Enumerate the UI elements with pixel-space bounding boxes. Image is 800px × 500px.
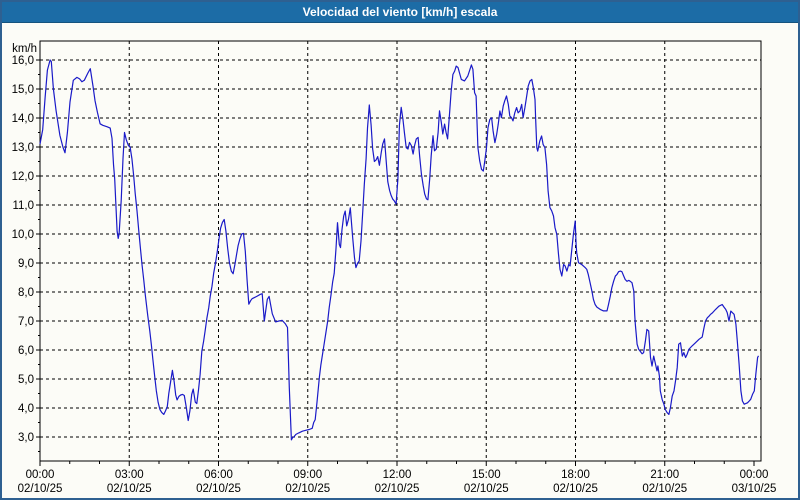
y-tick-label: 15,0 <box>12 84 34 96</box>
x-tick-date-label: 02/10/25 <box>375 483 420 495</box>
plot-border <box>39 40 762 462</box>
y-tick-label: 10,0 <box>12 229 34 241</box>
y-tick-label: 6,0 <box>18 345 34 357</box>
x-tick-date-label: 02/10/25 <box>642 483 687 495</box>
x-tick-time-label: 15:00 <box>472 469 501 481</box>
x-tick-date-label: 02/10/25 <box>285 483 330 495</box>
chart-title: Velocidad del viento [km/h] escala <box>302 5 498 19</box>
x-tick-time-label: 00:00 <box>26 469 55 481</box>
y-tick-label: 16,0 <box>12 55 34 67</box>
x-tick-time-label: 06:00 <box>204 469 233 481</box>
x-tick-time-label: 00:00 <box>740 469 769 481</box>
y-tick-label: 11,0 <box>12 200 34 212</box>
y-tick-label: 5,0 <box>18 374 34 386</box>
x-tick-time-label: 21:00 <box>650 469 679 481</box>
y-tick-label: 9,0 <box>18 258 34 270</box>
x-tick-time-label: 03:00 <box>115 469 144 481</box>
y-tick-label: 8,0 <box>18 287 34 299</box>
wind-speed-line <box>39 59 760 441</box>
x-tick-time-label: 12:00 <box>383 469 412 481</box>
y-tick-label: 14,0 <box>12 113 34 125</box>
title-bar: Velocidad del viento [km/h] escala <box>2 2 798 23</box>
x-tick-date-label: 02/10/25 <box>464 483 509 495</box>
y-tick-label: 4,0 <box>18 403 34 415</box>
x-tick-date-label: 02/10/25 <box>18 483 63 495</box>
x-tick-time-label: 18:00 <box>561 469 590 481</box>
x-tick-date-label: 02/10/25 <box>553 483 598 495</box>
y-tick-label: 12,0 <box>12 171 34 183</box>
wind-speed-chart: 16,0 15,0 14,0 13,0 12,0 11,0 10,0 9,0 8,0 7,0 6,0… <box>12 40 777 495</box>
y-tick-label: 7,0 <box>18 316 34 328</box>
y-axis-unit-label: km/h <box>12 43 37 55</box>
y-tick-label: 13,0 <box>12 142 34 154</box>
x-tick-date-label: 02/10/25 <box>196 483 241 495</box>
x-tick-date-label: 03/10/25 <box>732 483 777 495</box>
x-tick-date-label: 02/10/25 <box>107 483 152 495</box>
x-tick-time-label: 09:00 <box>293 469 322 481</box>
y-tick-label: 3,0 <box>18 432 34 444</box>
